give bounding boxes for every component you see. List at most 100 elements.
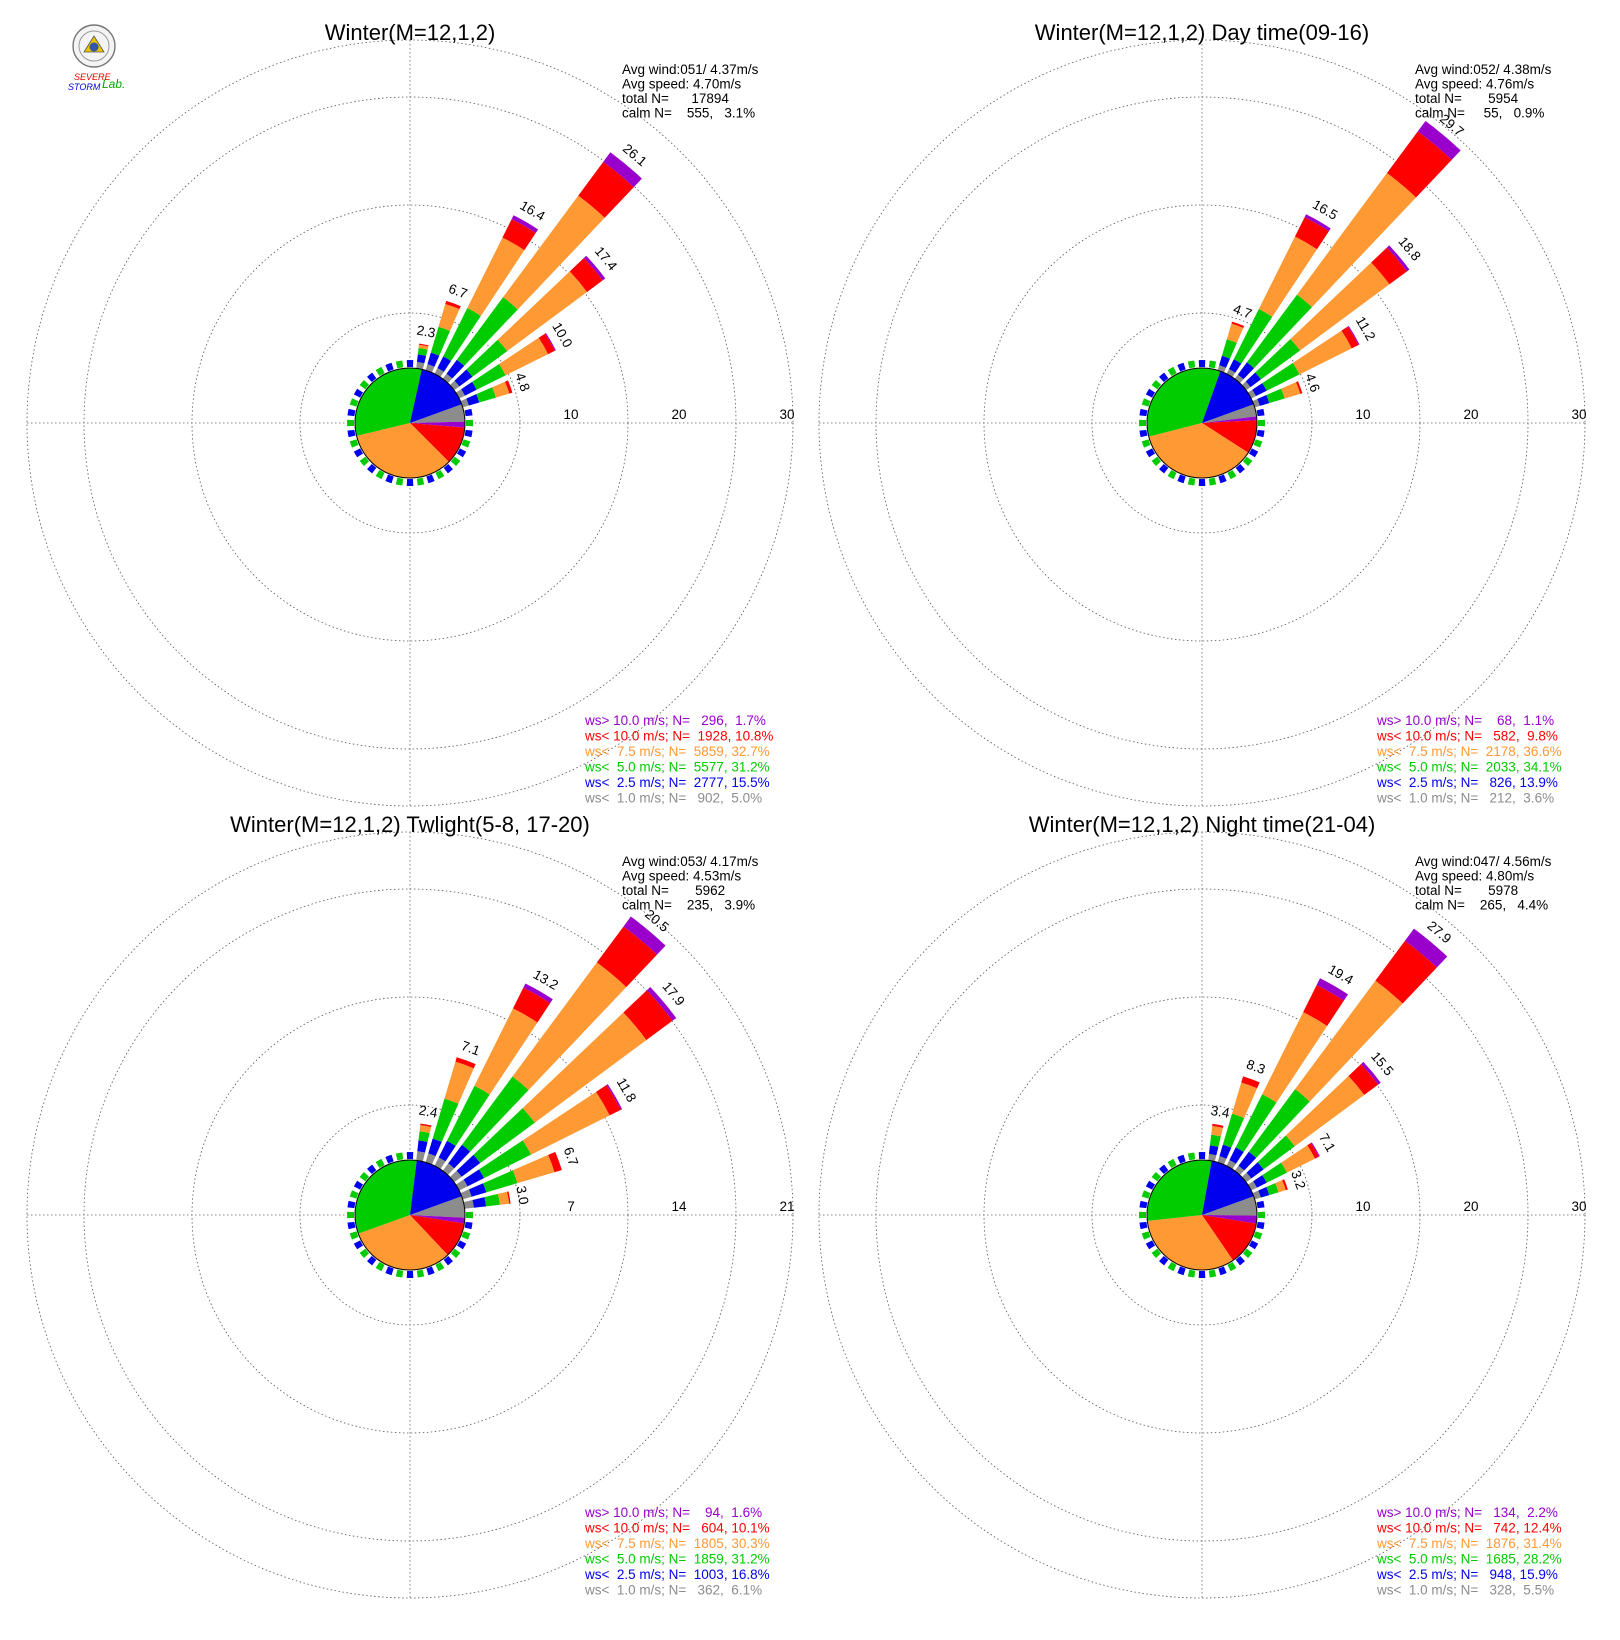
spoke-segment <box>1252 383 1267 397</box>
spoke-segment <box>1228 359 1242 373</box>
spoke-10: 2.4 <box>416 1103 439 1162</box>
direction-tick <box>1145 1180 1156 1190</box>
direction-tick <box>367 463 377 474</box>
direction-tick <box>1256 1221 1265 1230</box>
pie-slice <box>1147 1215 1234 1270</box>
spoke-segment <box>472 364 506 390</box>
spoke-segment <box>1262 362 1300 391</box>
legend-entry: ws< 1.0 m/s; N= 902, 5.0% <box>584 791 762 806</box>
pie-slice <box>410 1160 462 1215</box>
spoke-segment <box>456 1154 481 1177</box>
spoke-segment <box>425 1153 436 1165</box>
spoke-segment <box>472 1197 487 1208</box>
direction-tick <box>385 1266 394 1276</box>
spoke-segment <box>578 161 634 218</box>
legend-entry: ws< 5.0 m/s; N= 5577, 31.2% <box>584 760 770 775</box>
spoke-segment <box>418 344 429 350</box>
direction-tick <box>1253 1231 1263 1240</box>
spoke-segment <box>473 1108 535 1164</box>
spoke-segment <box>446 1085 490 1146</box>
pie-slice <box>1147 368 1221 437</box>
direction-tick <box>464 429 473 438</box>
spoke-segment <box>1386 131 1452 198</box>
spoke-segment <box>467 237 525 316</box>
direction-tick <box>395 477 404 486</box>
pie-slice <box>1148 423 1249 478</box>
spoke-segment <box>1266 1183 1279 1196</box>
direction-tick <box>464 1221 473 1230</box>
spoke-segment <box>1316 978 1348 1001</box>
direction-tick <box>375 1261 385 1272</box>
spoke-segment <box>1229 1147 1244 1164</box>
direction-tick <box>1256 408 1265 417</box>
spoke-segment <box>1241 381 1251 391</box>
direction-tick <box>406 1270 414 1278</box>
direction-tick <box>1248 1240 1259 1250</box>
direction-tick <box>1235 1255 1245 1266</box>
spoke-segment <box>603 152 642 188</box>
direction-tick <box>1151 1248 1162 1258</box>
spoke-segment <box>1232 1082 1258 1119</box>
speed-share-pie <box>1146 1159 1258 1271</box>
direction-tick <box>456 1240 467 1250</box>
spoke-value-label: 6.7 <box>447 281 470 302</box>
grid-ring <box>299 312 521 534</box>
spoke-segment <box>1297 173 1417 308</box>
speed-share-pie <box>1146 367 1258 479</box>
spoke-value-label: 2.3 <box>416 323 437 341</box>
spoke-segment <box>418 1131 430 1143</box>
direction-tick <box>461 439 471 448</box>
pie-slice <box>1202 420 1257 453</box>
spoke-10: 2.3 <box>416 323 437 370</box>
legend-entry: ws< 5.0 m/s; N= 1685, 28.2% <box>1376 1552 1562 1567</box>
direction-tick <box>1159 372 1169 383</box>
direction-tick <box>1198 1151 1206 1160</box>
spoke-segment <box>1237 362 1254 380</box>
spoke-segment <box>499 337 549 376</box>
direction-tick <box>1141 439 1151 448</box>
direction-tick <box>347 419 355 427</box>
pie-slice <box>410 421 465 428</box>
direction-tick <box>1151 456 1162 466</box>
spoke-value-label: 8.3 <box>1245 1057 1268 1078</box>
panel-title: Winter(M=12,1,2) <box>325 20 496 45</box>
direction-tick <box>353 1180 364 1190</box>
direction-tick <box>359 1172 370 1182</box>
pie-slice <box>1202 1215 1257 1261</box>
spoke-70: 3.2 <box>1252 1169 1309 1200</box>
spoke-segment <box>512 1154 555 1184</box>
spoke-value-label: 7.1 <box>459 1038 482 1059</box>
spoke-segment <box>416 361 425 370</box>
spoke-segment <box>1404 928 1448 968</box>
wind-rose-panel-4: 10 20 303.48.319.427.915.57.13.2Winter(M=1… <box>818 812 1587 1599</box>
direction-tick <box>353 388 364 398</box>
direction-tick <box>1208 1269 1217 1278</box>
spoke-40: 27.9 <box>1234 918 1454 1176</box>
spoke-50: 18.8 <box>1241 234 1424 391</box>
spoke-segment <box>1281 382 1301 399</box>
spoke-segment <box>513 987 551 1023</box>
pie-slice <box>1202 1215 1257 1224</box>
stat-avg-wind: Avg wind:052/ 4.38m/s <box>1415 62 1552 77</box>
legend-entry: ws< 1.0 m/s; N= 328, 5.5% <box>1376 1583 1554 1598</box>
spoke-segment <box>1219 1144 1232 1159</box>
spoke-segment <box>484 1193 500 1207</box>
spoke-segment <box>428 1138 442 1157</box>
direction-tick <box>347 408 356 417</box>
direction-tick <box>1167 1158 1177 1169</box>
spoke-segment <box>1247 389 1257 399</box>
spoke-segment <box>1222 1113 1245 1148</box>
stat-calm: calm N= 265, 4.4% <box>1415 898 1548 913</box>
direction-tick <box>347 429 356 438</box>
pie-slice <box>356 423 449 479</box>
spoke-segment <box>596 926 658 988</box>
spoke-20: 4.7 <box>1217 301 1254 373</box>
ring-label: 30 <box>1571 1199 1586 1214</box>
spoke-20: 6.7 <box>425 281 470 373</box>
logo-line-1: SEVERE <box>74 72 112 82</box>
direction-tick <box>349 1190 359 1199</box>
spoke-segment <box>461 381 477 396</box>
stat-avg-speed: Avg speed: 4.80m/s <box>1415 869 1534 884</box>
direction-tick <box>349 439 359 448</box>
direction-tick <box>349 1231 359 1240</box>
